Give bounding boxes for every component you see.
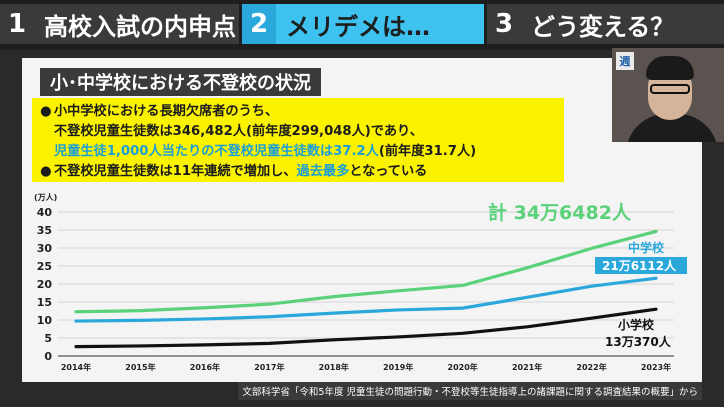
note-line-2: 不登校児童生徒数は346,482人(前年度299,048人)であり、: [54, 124, 423, 139]
content-panel: 小･中学校における不登校の状況 ● 小中学校における長期欠席者のうち、 不登校児童…: [22, 58, 702, 382]
topic-tab-bar: 1 高校入試の内申点 2 メリデメは… 3 どう変える？: [0, 0, 724, 50]
y-tick-label: 10: [37, 314, 53, 327]
source-caption: 文部科学省「令和5年度 児童生徒の問題行動・不登校等生徒指導上の諸課題に関する調…: [238, 382, 702, 400]
presenter-hair: [646, 56, 694, 80]
topic-tab-number: 3: [487, 4, 521, 44]
middle-school-value: 21万6112人: [602, 258, 677, 273]
middle-school-value-badge: [595, 257, 687, 274]
x-tick-label: 2018年: [319, 362, 349, 372]
bullet-icon: ●: [40, 104, 52, 119]
middle-school-label: 中学校: [628, 240, 665, 255]
topic-tab-label: メリデメは…: [276, 4, 484, 44]
topic-tab-label: どう変える？: [521, 4, 724, 44]
presenter-video-inset: 週: [612, 48, 724, 142]
elementary-school-label: 小学校: [618, 317, 655, 332]
topic-tab-2-active[interactable]: 2 メリデメは…: [242, 4, 484, 44]
y-tick-label: 30: [37, 242, 53, 255]
y-tick-label: 20: [37, 278, 53, 291]
note-line-1: ● 小中学校における長期欠席者のうち、: [40, 102, 556, 122]
x-tick-label: 2021年: [512, 362, 542, 372]
y-tick-label: 15: [37, 296, 52, 309]
line-chart: (万人) 0 5 10 15 20 25 30 35 40 2014年 2015年 2016年 2017…: [22, 190, 702, 382]
channel-logo-icon: 週: [616, 52, 634, 70]
x-tick-label: 2022年: [576, 362, 606, 372]
topic-tab-number: 2: [242, 4, 276, 44]
topic-tab-label: 高校入試の内申点: [34, 4, 239, 44]
series-line-middle-school: [74, 276, 658, 323]
note-line-4: ● 不登校児童生徒数は11年連続で増加し、過去最多となっている: [40, 162, 556, 182]
elementary-school-value: 13万370人: [605, 334, 672, 349]
x-tick-label: 2016年: [190, 362, 220, 372]
y-axis-unit: (万人): [34, 192, 57, 202]
y-tick-label: 5: [44, 332, 52, 345]
summary-notes-box: ● 小中学校における長期欠席者のうち、 不登校児童生徒数は346,482人(前年度…: [32, 98, 564, 182]
highlight-text: 過去最多: [296, 164, 350, 179]
highlight-text: 児童生徒1,000人当たりの不登校児童生徒数は37.2人: [54, 144, 379, 159]
total-series-label: 計 34万6482人: [488, 201, 632, 224]
y-tick-label: 35: [37, 224, 52, 237]
topic-tab-3[interactable]: 3 どう変える？: [487, 4, 724, 44]
y-tick-label: 0: [44, 350, 52, 363]
note-line-3: 児童生徒1,000人当たりの不登校児童生徒数は37.2人(前年度31.7人): [54, 144, 477, 159]
y-tick-label: 40: [37, 206, 53, 219]
series-line-total: [74, 229, 658, 314]
x-tick-label: 2017年: [254, 362, 284, 372]
series-line-elementary-school: [74, 307, 658, 349]
y-tick-label: 25: [37, 260, 52, 273]
topic-tab-1[interactable]: 1 高校入試の内申点: [0, 4, 239, 44]
presenter-glasses-icon: [650, 84, 690, 94]
panel-title: 小･中学校における不登校の状況: [40, 68, 321, 96]
x-tick-label: 2019年: [383, 362, 413, 372]
line-chart-svg: (万人) 0 5 10 15 20 25 30 35 40 2014年 2015年 2016年 2017…: [34, 192, 687, 372]
x-tick-label: 2015年: [125, 362, 155, 372]
x-tick-label: 2014年: [61, 362, 91, 372]
x-tick-label: 2023年: [641, 362, 671, 372]
x-tick-label: 2020年: [448, 362, 478, 372]
bullet-icon: ●: [40, 164, 52, 179]
topic-tab-number: 1: [0, 4, 34, 44]
